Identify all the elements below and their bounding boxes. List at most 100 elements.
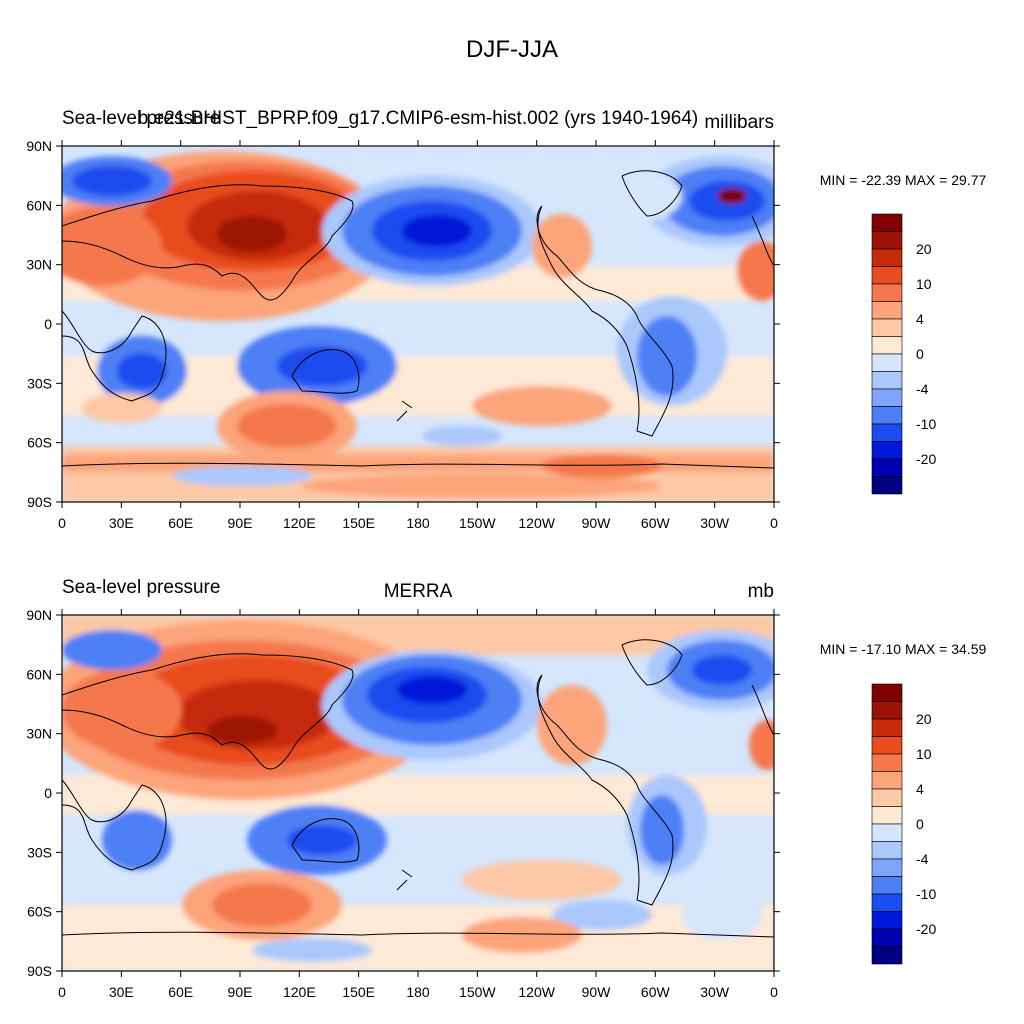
lon-tick-label: 180	[406, 515, 430, 531]
lon-tick-label: 90E	[228, 515, 253, 531]
colorbar-box	[871, 911, 903, 930]
colorbar-box	[871, 371, 903, 390]
lon-tick-label: 120E	[283, 984, 316, 1000]
coastlines	[62, 639, 774, 938]
colorbar-box	[871, 753, 903, 772]
lat-tick-label: 0	[44, 785, 52, 801]
colorbar-box	[871, 928, 903, 947]
panel-units: millibars	[704, 112, 774, 133]
colorbar-box	[871, 788, 903, 807]
colorbar-box	[871, 231, 903, 250]
colorbar-box	[871, 736, 903, 755]
colorbar-box	[871, 683, 903, 702]
lat-tick-label: 30S	[27, 375, 52, 391]
lon-tick-label: 0	[770, 984, 778, 1000]
colorbar-box	[871, 823, 903, 842]
colorbar-box	[871, 841, 903, 860]
panel-left-string: Sea-level pressure	[62, 108, 220, 129]
lon-tick-label: 60W	[641, 515, 671, 531]
lon-tick-label: 60E	[168, 984, 193, 1000]
lat-tick-label: 30S	[27, 844, 52, 860]
lat-tick-label: 90S	[27, 494, 52, 510]
panel-model: Sea-level pressure b.e21.BHIST_BPRP.f09_…	[26, 108, 986, 531]
panel-left-string: Sea-level pressure	[62, 577, 220, 598]
colorbar-label: 0	[916, 346, 924, 362]
lon-tick-label: 150W	[459, 984, 496, 1000]
lon-tick-label: 30W	[700, 984, 730, 1000]
coastlines	[62, 170, 774, 469]
colorbar-box	[871, 213, 903, 232]
colorbar-box	[871, 406, 903, 425]
lon-tick-label: 0	[58, 984, 66, 1000]
colorbar-box	[871, 248, 903, 267]
colorbar-box	[871, 458, 903, 477]
lat-tick-label: 30N	[26, 726, 52, 742]
colorbar-label: -10	[916, 416, 936, 432]
colorbar-label: 4	[916, 311, 924, 327]
minmax-label: MIN = -17.10 MAX = 34.59	[820, 641, 987, 657]
lat-tick-label: 60S	[27, 435, 52, 451]
panel-center-string: b.e21.BHIST_BPRP.f09_g17.CMIP6-esm-hist.…	[138, 108, 698, 129]
colorbar-box	[871, 806, 903, 825]
colorbar-label: -4	[916, 381, 929, 397]
lon-tick-label: 120W	[518, 515, 555, 531]
colorbar-label: -20	[916, 451, 936, 467]
lat-tick-label: 30N	[26, 257, 52, 273]
colorbar-box	[871, 718, 903, 737]
colorbar-box	[871, 893, 903, 912]
lat-tick-label: 90N	[26, 138, 52, 154]
lon-tick-label: 120E	[283, 515, 316, 531]
map-ticks: 0 30E 60E 90E 120E 150E 180 150W 120W 90W 60W 30W 09…	[26, 138, 780, 531]
colorbar-box	[871, 876, 903, 895]
colorbar-label: -10	[916, 886, 936, 902]
lon-tick-label: 180	[406, 984, 430, 1000]
colorbar-box	[871, 701, 903, 720]
colorbar-label: 10	[916, 746, 932, 762]
colorbar-box	[871, 266, 903, 285]
lon-tick-label: 120W	[518, 984, 555, 1000]
colorbar-label: 10	[916, 276, 932, 292]
panel-units: mb	[748, 581, 774, 602]
lon-tick-label: 30W	[700, 515, 730, 531]
lon-tick-label: 150E	[342, 984, 375, 1000]
lon-tick-label: 90W	[582, 984, 612, 1000]
lon-tick-label: 0	[58, 515, 66, 531]
colorbar-box	[871, 353, 903, 372]
lon-tick-label: 30E	[109, 984, 134, 1000]
map-field	[62, 615, 774, 971]
colorbar-box	[871, 858, 903, 877]
map-ticks: 0 30E 60E 90E 120E 150E 180 150W 120W 90W 60W 30W 09…	[26, 607, 780, 1000]
colorbar-label: -20	[916, 921, 936, 937]
colorbar-box	[871, 946, 903, 965]
lon-tick-label: 150W	[459, 515, 496, 531]
lat-tick-label: 60N	[26, 666, 52, 682]
colorbar-box	[871, 318, 903, 337]
colorbar-label: 4	[916, 781, 924, 797]
colorbar: 20 10 4 0 -4 -10 -20	[871, 683, 936, 965]
colorbar: 20 10 4 0 -4 -10 -20	[871, 213, 936, 495]
colorbar-box	[871, 336, 903, 355]
lat-tick-label: 0	[44, 316, 52, 332]
lon-tick-label: 60E	[168, 515, 193, 531]
panel-observation: Sea-level pressure MERRA mb	[26, 577, 986, 1000]
colorbar-label: 20	[916, 241, 932, 257]
lat-tick-label: 90S	[27, 963, 52, 979]
panel-center-string: MERRA	[384, 581, 453, 602]
minmax-label: MIN = -22.39 MAX = 29.77	[820, 172, 987, 188]
colorbar-box	[871, 423, 903, 442]
colorbar-box	[871, 441, 903, 460]
colorbar-label: 20	[916, 711, 932, 727]
lon-tick-label: 0	[770, 515, 778, 531]
colorbar-box	[871, 301, 903, 320]
lon-tick-label: 60W	[641, 984, 671, 1000]
colorbar-box	[871, 771, 903, 790]
lon-tick-label: 90E	[228, 984, 253, 1000]
map-field	[62, 146, 774, 502]
colorbar-label: -4	[916, 851, 929, 867]
lon-tick-label: 30E	[109, 515, 134, 531]
colorbar-box	[871, 476, 903, 495]
lat-tick-label: 60S	[27, 904, 52, 920]
lat-tick-label: 90N	[26, 607, 52, 623]
colorbar-box	[871, 283, 903, 302]
